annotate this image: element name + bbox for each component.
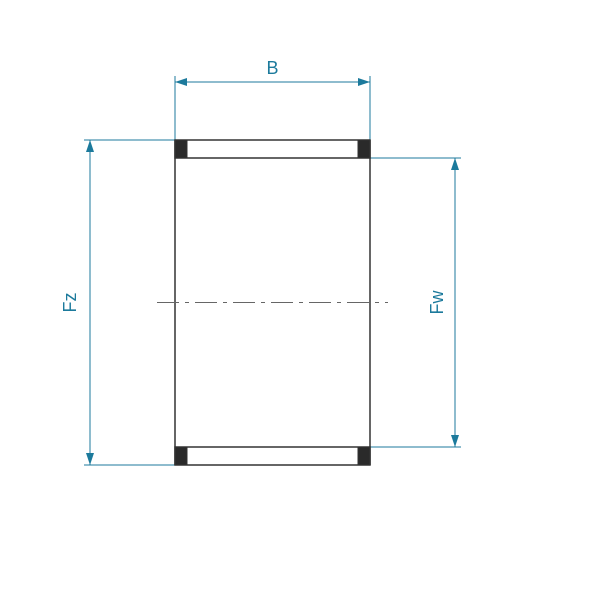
cage-section-0: [175, 140, 187, 158]
cage-section-2: [175, 447, 187, 465]
cage-section-1: [358, 140, 370, 158]
dim-label-fw: Fw: [427, 290, 447, 315]
cage-section-3: [358, 447, 370, 465]
dim-label-b: B: [266, 58, 278, 78]
dim-label-fz: Fz: [60, 293, 80, 313]
